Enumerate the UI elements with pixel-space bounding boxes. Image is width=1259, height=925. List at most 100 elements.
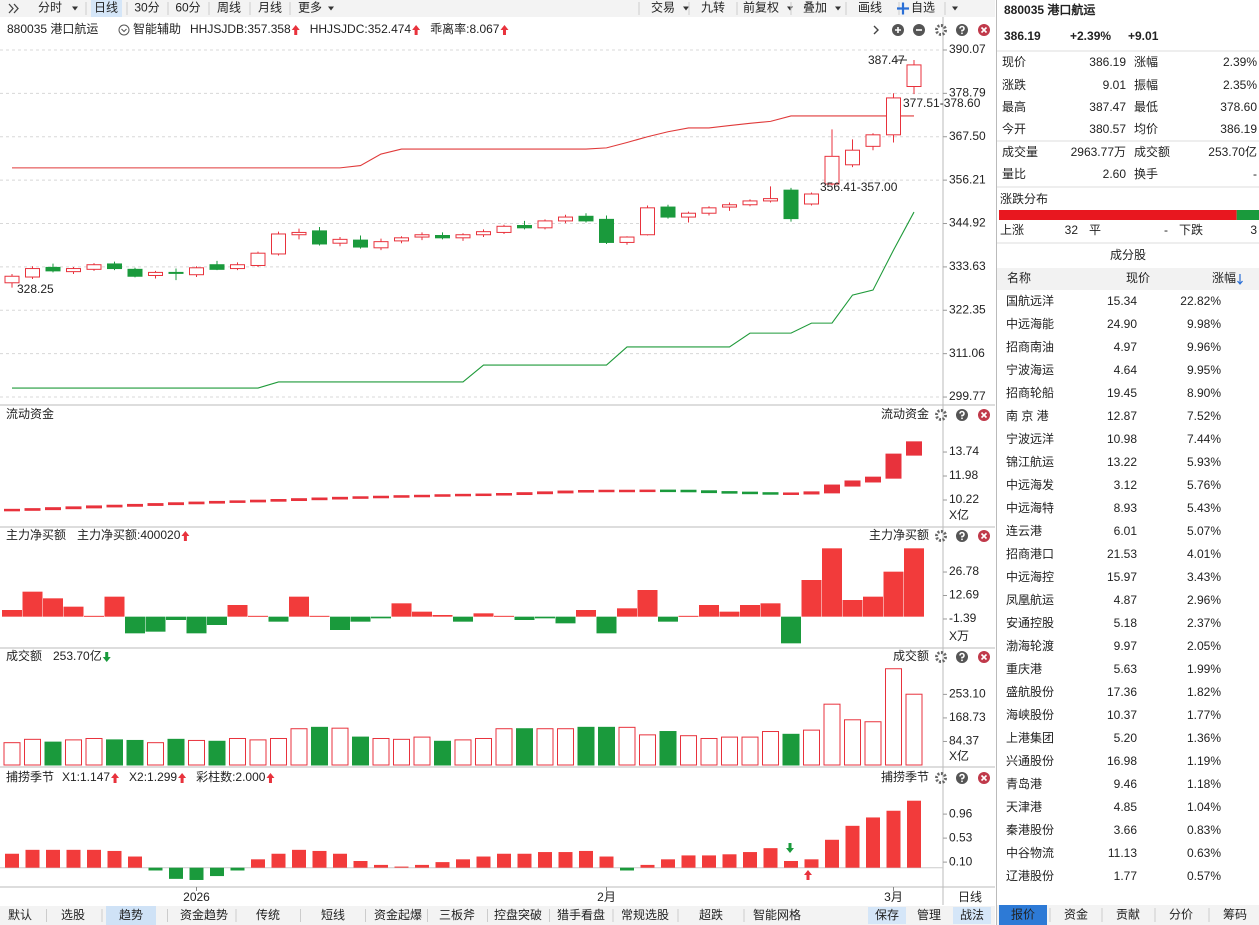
strategy-tab[interactable]: 超跌 [699,907,723,922]
toolbar-tab[interactable]: 更多 [298,1,322,15]
toolbar-tab[interactable]: 日线 [94,1,118,15]
strategy-tab[interactable]: 短线 [321,908,345,922]
stock-name[interactable]: 青岛港 [1006,776,1042,791]
stock-name[interactable]: 中远海能 [1006,316,1054,331]
quote-tab[interactable]: 报价 [1011,907,1035,922]
stock-name[interactable]: 中远海发 [1006,477,1054,492]
stock-name[interactable]: 国航远洋 [1006,293,1054,308]
stock-name[interactable]: 连云港 [1006,523,1042,538]
stock-price: 6.01 [1114,524,1138,538]
toolbar-button[interactable]: 叠加 [803,1,827,15]
stock-name[interactable]: 中远海控 [1006,569,1054,584]
volume-bar [167,738,185,766]
candle-body [291,231,307,236]
expand-icon[interactable] [8,3,19,14]
strategy-tab[interactable]: 控盘突破 [494,907,542,922]
settings-icon[interactable] [935,772,947,784]
quote-tab[interactable]: 资金 [1064,907,1088,922]
y-tick-label: 26.78 [949,564,979,578]
stock-name[interactable]: 锦江航运 [1006,454,1054,469]
strategy-tab[interactable]: 猎手看盘 [557,907,605,922]
action-button[interactable]: 战法 [960,908,984,922]
action-button[interactable]: 保存 [875,908,899,922]
toolbar-tab[interactable]: 60分 [175,1,200,15]
toolbar-tab[interactable]: 周线 [217,1,241,15]
collapse-icon[interactable] [873,25,879,35]
stock-name[interactable]: 辽港股份 [1006,869,1054,883]
quote-change: +9.01 [1128,29,1159,43]
toolbar-tab[interactable]: 30分 [134,1,159,15]
stock-name[interactable]: 南 京 港 [1006,408,1049,423]
strategy-tab[interactable]: 趋势 [119,908,143,922]
stock-name[interactable]: 招商南油 [1006,339,1054,354]
toolbar-button[interactable]: 交易 [651,0,675,15]
quote-label: 换手 [1134,167,1158,181]
stock-change: 5.07% [1187,524,1221,538]
settings-icon[interactable] [935,24,947,36]
candle-body [189,267,204,276]
stock-name[interactable]: 招商港口 [1006,546,1054,561]
quote-tab[interactable]: 贡献 [1116,907,1140,922]
candle-body [127,268,143,277]
flow-bar [291,498,307,502]
stock-name[interactable]: 兴通股份 [1006,754,1054,768]
strategy-tab[interactable]: 常规选股 [621,907,669,922]
candle-body [865,134,881,147]
y-tick-label: 299.77 [949,389,986,403]
stock-name[interactable]: 宁波远洋 [1006,431,1054,446]
bar [599,856,614,868]
quote-tab[interactable]: 分价 [1169,908,1193,922]
strategy-tab[interactable]: 智能网格 [753,907,801,922]
y-tick-label: 253.10 [949,687,986,701]
strategy-tab[interactable]: 默认 [8,907,32,922]
toolbar-tab[interactable]: 分时 [38,1,62,15]
stock-name[interactable]: 中远海特 [1006,500,1054,515]
y-tick-label: 390.07 [949,42,986,56]
stock-name[interactable]: 秦港股份 [1006,823,1054,837]
settings-icon[interactable] [935,530,947,542]
bar [22,591,43,617]
strategy-tab[interactable]: 资金起爆 [374,907,422,922]
toolbar-button[interactable]: 前复权 [743,0,779,15]
stock-name[interactable]: 重庆港 [1006,662,1042,676]
toolbar-button[interactable]: 九转 [701,0,725,15]
stock-name[interactable]: 渤海轮渡 [1006,638,1054,653]
add-icon[interactable] [897,2,909,15]
flow-bar [660,489,676,493]
column-header[interactable]: 涨幅 [1212,270,1236,285]
strategy-tab[interactable]: 传统 [256,907,280,922]
strategy-tab[interactable]: 选股 [61,908,85,922]
bar [292,849,306,868]
y-tick-label: 10.22 [949,492,979,506]
settings-icon[interactable] [935,651,947,663]
column-header[interactable]: 现价 [1126,271,1150,285]
stock-name[interactable]: 天津港 [1006,800,1042,814]
toolbar-button[interactable]: 画线 [858,1,882,15]
toolbar-tab[interactable]: 月线 [258,1,282,15]
assist-label[interactable]: 智能辅助 [133,21,181,36]
stock-name[interactable]: 凤凰航运 [1006,592,1054,607]
stock-name[interactable]: 宁波海运 [1006,362,1054,377]
quote-value: - [1253,167,1257,181]
action-button[interactable]: 管理 [917,907,941,922]
stock-name[interactable]: 海峡股份 [1006,707,1054,722]
indicator: 彩柱数:2.000 [196,769,266,784]
panel-title-right: 捕捞季节 [881,769,929,784]
stock-name[interactable]: 盛航股份 [1006,684,1054,699]
y-tick-label: 367.50 [949,129,986,143]
strategy-tab[interactable]: 资金趋势 [180,907,228,922]
toolbar-button[interactable]: 自选 [911,1,935,15]
up-arrow [291,25,300,35]
stock-name[interactable]: 上港集团 [1006,730,1054,745]
candle-body [660,206,676,218]
settings-icon[interactable] [935,409,947,421]
bar [681,855,696,868]
icon-glyph [961,417,963,420]
assist-icon[interactable] [118,24,130,36]
stock-name[interactable]: 安通控股 [1006,615,1054,630]
stock-name[interactable]: 招商轮船 [1006,385,1054,400]
quote-tab[interactable]: 筹码 [1223,908,1247,922]
strategy-tab[interactable]: 三板斧 [439,908,475,922]
stock-name[interactable]: 中谷物流 [1006,845,1054,860]
volume-bar [762,731,779,766]
